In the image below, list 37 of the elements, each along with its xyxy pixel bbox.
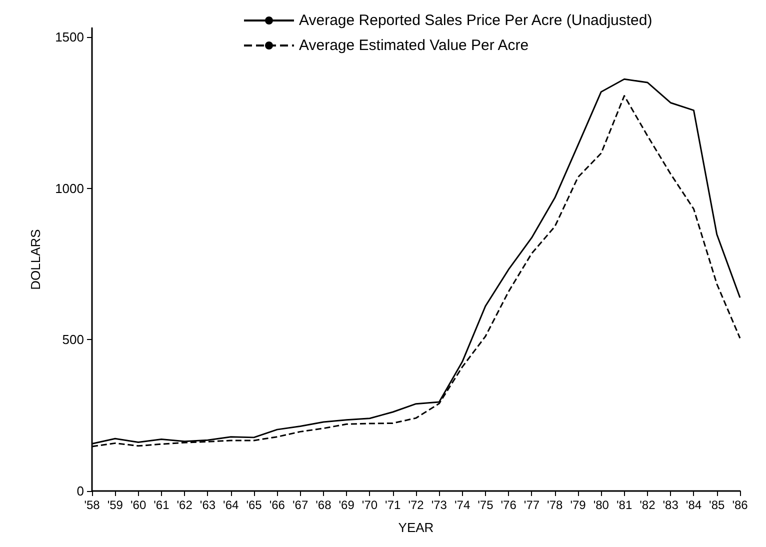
x-tick-label: '64	[223, 498, 239, 512]
x-tick-label: '58	[84, 498, 100, 512]
x-tick-label: '80	[593, 498, 610, 512]
x-tick-label: '70	[362, 498, 378, 512]
x-tick-label: '75	[478, 498, 494, 512]
y-tick-label: 500	[62, 332, 84, 348]
x-tick-label: '61	[154, 498, 170, 512]
x-tick-label: '83	[662, 498, 679, 512]
y-axis-title: DOLLARS	[28, 228, 43, 290]
x-tick-label: '76	[500, 498, 517, 512]
y-tick-label: 1500	[55, 30, 84, 45]
x-tick-label: '77	[524, 498, 540, 512]
x-tick-label: '62	[176, 498, 193, 512]
x-tick-label: '69	[338, 498, 355, 512]
x-tick-label: '73	[431, 498, 448, 512]
x-tick-label: '68	[316, 498, 332, 512]
y-tick-label: 0	[76, 484, 84, 498]
x-tick-label: '67	[292, 498, 308, 512]
legend-label: Average Estimated Value Per Acre	[299, 37, 529, 54]
y-tick-label: 1000	[55, 180, 84, 196]
legend-label: Average Reported Sales Price Per Acre (Unadjusted)	[299, 12, 652, 29]
x-tick-label: '79	[570, 498, 586, 512]
x-tick-label: '74	[454, 498, 470, 512]
x-tick-label: '63	[200, 498, 216, 512]
x-tick-label: '71	[385, 498, 401, 512]
x-tick-label: '65	[246, 498, 262, 512]
x-tick-label: '66	[269, 498, 286, 512]
x-tick-label: '78	[547, 498, 563, 512]
x-tick-label: '59	[107, 498, 124, 512]
x-tick-label: '86	[732, 498, 748, 512]
x-tick-label: '60	[130, 498, 146, 512]
x-tick-label: '85	[709, 498, 725, 512]
x-tick-label: '84	[686, 498, 702, 512]
x-tick-label: '72	[408, 498, 424, 512]
x-axis-title: YEAR	[398, 520, 434, 535]
x-tick-label: '81	[616, 498, 632, 512]
x-tick-label: '82	[640, 498, 656, 512]
